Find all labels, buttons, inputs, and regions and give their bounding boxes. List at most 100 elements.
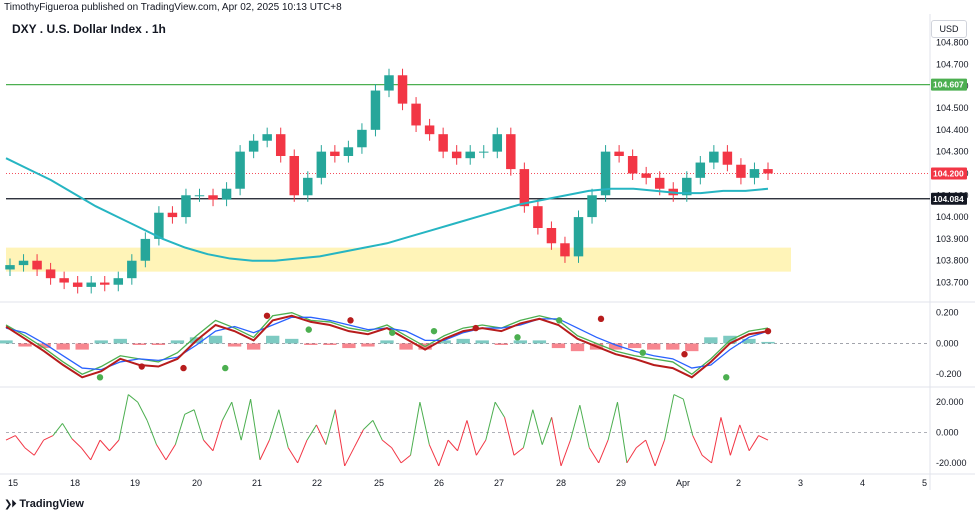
momentum-line-segment (541, 417, 553, 445)
candle-body (181, 195, 191, 218)
histogram-bar (94, 340, 108, 344)
momentum-line-segment (758, 435, 769, 441)
price-tick-label: 103.800 (936, 256, 969, 266)
histogram-bar (227, 343, 242, 347)
momentum-line-segment (560, 439, 571, 467)
momentum-line-segment (221, 401, 233, 421)
time-tick-label: 2 (736, 478, 741, 488)
crossover-marker (723, 374, 730, 381)
histogram-bar (494, 343, 508, 345)
momentum-line-segment (391, 447, 402, 464)
price-tick-label: 104.700 (936, 59, 969, 69)
time-tick-label: 19 (130, 478, 140, 488)
momentum-line-segment (109, 439, 120, 452)
momentum-line-segment (306, 424, 317, 441)
histogram-bar (18, 343, 32, 347)
candle-body (59, 278, 69, 283)
momentum-line-segment (71, 438, 82, 449)
candle-body (343, 147, 354, 156)
candle-body (519, 169, 530, 207)
momentum-line-segment (137, 401, 148, 421)
candle-body (316, 151, 327, 178)
candle-body (100, 282, 110, 285)
momentum-line-segment (579, 405, 590, 448)
momentum-line-segment (616, 402, 628, 463)
momentum-line-segment (287, 447, 299, 464)
price-level-tag (931, 78, 967, 91)
price-tick-label: 104.800 (936, 38, 969, 48)
momentum-line-segment (475, 439, 487, 456)
histogram-bar (323, 343, 337, 345)
currency-button[interactable]: USD (931, 20, 967, 38)
candle-body (560, 243, 570, 257)
candle-body (5, 265, 15, 270)
momentum-line-segment (184, 409, 195, 415)
histogram-bar (37, 343, 51, 349)
time-tick-label: 15 (8, 478, 18, 488)
candle-body (424, 125, 435, 135)
candle-body (749, 169, 760, 178)
candle-body (357, 129, 367, 148)
momentum-line-segment (372, 420, 383, 441)
publisher-attribution: TimothyFigueroa published on TradingView… (4, 2, 342, 13)
momentum-line-segment (15, 435, 26, 449)
momentum-line-segment (504, 417, 515, 456)
candle-body (438, 134, 448, 152)
tradingview-footer[interactable]: ❯⏵ TradingView (4, 498, 84, 510)
candle-body (709, 151, 719, 163)
price-tick-label: 103.700 (936, 278, 969, 288)
price-level-tag (931, 167, 967, 180)
crossover-marker (263, 312, 271, 319)
momentum-line-segment (447, 439, 458, 452)
candle-body (384, 75, 394, 91)
candle-body (695, 162, 706, 178)
momentum-line-segment (532, 409, 543, 445)
candle-body (533, 206, 543, 228)
crossover-marker (514, 334, 521, 341)
momentum-line-segment (315, 424, 327, 445)
momentum-line-segment (551, 417, 562, 467)
candle-body (86, 282, 96, 287)
momentum-line-segment (569, 405, 581, 441)
momentum-line-segment (52, 423, 63, 436)
candle-body (262, 134, 272, 141)
histogram-bar (685, 343, 699, 352)
histogram-bar (399, 343, 413, 350)
candle-body (397, 75, 408, 104)
time-tick-label: Apr (676, 478, 690, 488)
price-tick-label: 104.000 (936, 212, 969, 222)
momentum-line-segment (400, 454, 411, 464)
histogram-bar (266, 335, 280, 344)
momentum-line-segment (174, 414, 186, 445)
momentum-line-segment (240, 398, 252, 441)
histogram-bar (551, 343, 566, 349)
candle-body (506, 134, 516, 170)
time-tick-label: 20 (192, 478, 202, 488)
candle-body (465, 151, 475, 159)
candle-body (18, 260, 29, 266)
momentum-line-segment (80, 447, 92, 461)
momentum-line-segment (438, 439, 449, 467)
momentum-line-segment (203, 439, 214, 452)
histogram-bar (608, 343, 623, 350)
histogram-bar (570, 343, 585, 352)
histogram-bar (513, 340, 528, 344)
momentum-line-segment (278, 409, 289, 448)
momentum-line-segment (664, 394, 675, 441)
momentum-line-segment (494, 401, 506, 418)
candle-body (370, 90, 381, 130)
price-level-label: 104.084 (933, 194, 964, 204)
momentum-line-segment (33, 439, 45, 456)
momentum-line-segment (739, 424, 750, 451)
crossover-marker (222, 364, 229, 372)
histogram-bar (456, 338, 470, 344)
price-level-label: 104.200 (933, 168, 964, 178)
crossover-marker (472, 324, 479, 332)
histogram-bar (647, 343, 661, 350)
histogram-bar (113, 338, 127, 344)
momentum-line-segment (485, 402, 496, 441)
time-tick-label: 3 (798, 478, 803, 488)
candle-body (275, 134, 286, 156)
momentum-line-segment (127, 394, 139, 403)
